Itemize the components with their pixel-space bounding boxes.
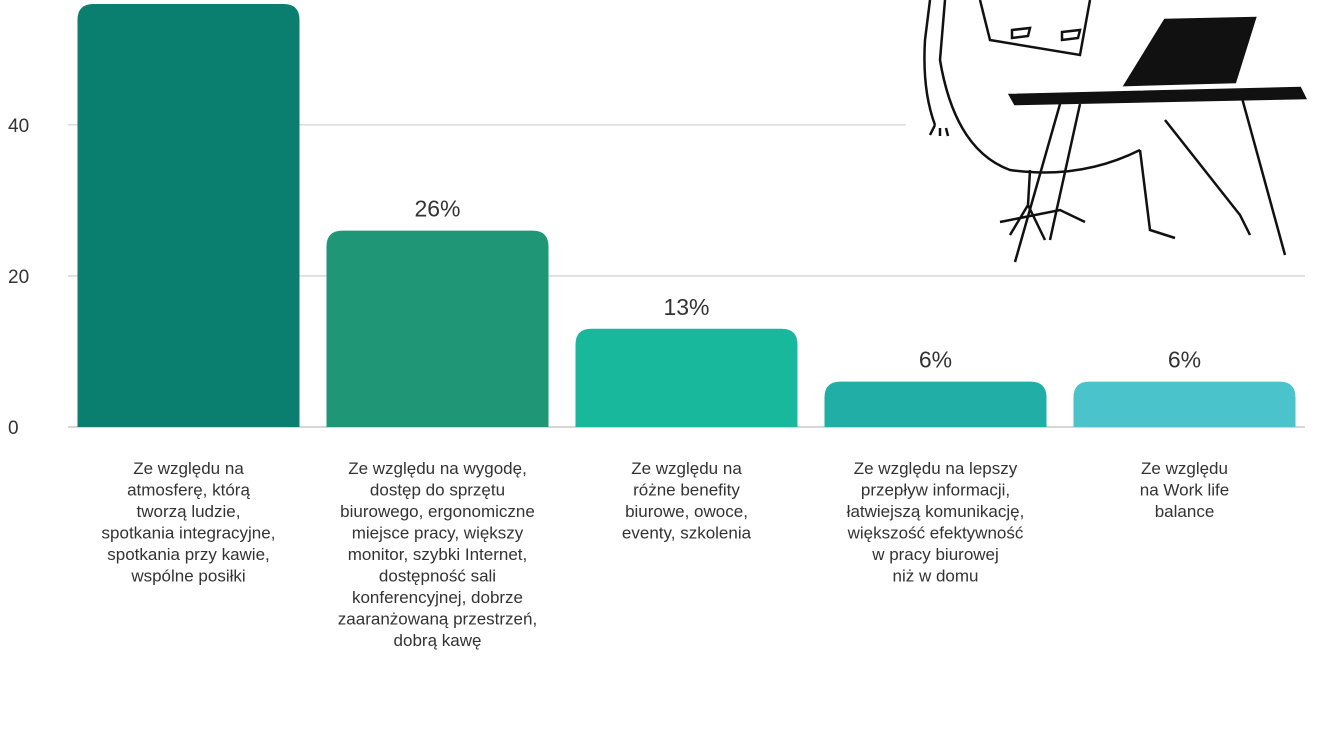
value-label: 6% <box>919 347 952 373</box>
bar <box>825 382 1047 427</box>
bar <box>576 329 798 427</box>
y-tick-label: 0 <box>8 418 19 439</box>
value-label: 26% <box>414 196 460 222</box>
illustration <box>906 0 1316 268</box>
bar <box>327 231 549 427</box>
y-tick-label: 20 <box>8 267 29 288</box>
chart: 0 20 40 Ze względu naatmosferę, którątworzą… <box>0 0 1319 750</box>
y-tick-label: 40 <box>8 116 29 137</box>
page: 0 20 40 Ze względu naatmosferę, którątworzą… <box>0 0 1319 750</box>
bar <box>1074 382 1296 427</box>
value-label: 6% <box>1168 347 1201 373</box>
value-label: 13% <box>663 294 709 320</box>
bar <box>78 4 300 427</box>
